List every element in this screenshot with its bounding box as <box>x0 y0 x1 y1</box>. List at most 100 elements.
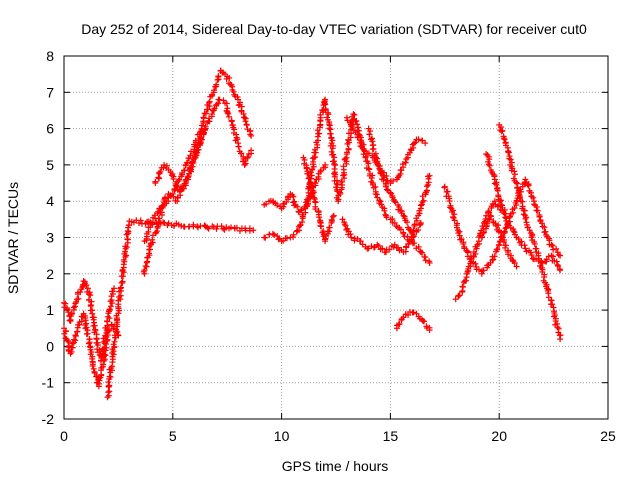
data-point <box>325 111 332 118</box>
data-point <box>522 176 529 183</box>
data-point <box>335 198 342 205</box>
data-point <box>516 195 523 202</box>
data-point <box>395 321 402 328</box>
data-point <box>538 258 545 265</box>
data-point <box>149 236 156 243</box>
data-point <box>213 81 220 88</box>
data-point <box>237 150 244 157</box>
data-point <box>69 340 76 347</box>
data-point <box>368 174 375 181</box>
data-point <box>204 224 211 231</box>
data-point <box>241 114 248 121</box>
data-point <box>353 117 360 124</box>
data-point <box>311 154 318 161</box>
data-point <box>105 379 112 386</box>
data-points <box>61 67 564 401</box>
data-point <box>141 267 148 274</box>
data-point <box>472 260 479 267</box>
data-point <box>458 236 465 243</box>
data-point <box>396 203 403 210</box>
data-point <box>495 222 502 229</box>
data-point <box>208 111 215 118</box>
data-point <box>339 178 346 185</box>
data-point <box>155 174 162 181</box>
data-point <box>197 223 204 230</box>
data-point <box>554 249 561 256</box>
data-point <box>451 211 458 218</box>
y-tick-label: -1 <box>42 375 55 391</box>
data-point <box>410 227 417 234</box>
data-point <box>194 144 201 151</box>
data-point <box>329 213 336 220</box>
data-point <box>501 136 508 143</box>
data-point <box>522 245 529 252</box>
data-point <box>419 249 426 256</box>
data-point <box>528 234 535 241</box>
data-point <box>88 298 95 305</box>
data-point <box>197 140 204 147</box>
data-point <box>365 150 372 157</box>
data-point <box>557 336 564 343</box>
data-point <box>242 118 249 125</box>
data-point <box>306 174 313 181</box>
data-point <box>411 140 418 147</box>
data-point <box>486 156 493 163</box>
grid <box>64 56 608 419</box>
data-point <box>181 180 188 187</box>
data-point <box>83 282 90 289</box>
data-point <box>262 234 269 241</box>
data-point <box>147 220 154 227</box>
data-point <box>511 171 518 178</box>
data-point <box>511 168 518 175</box>
data-point <box>330 151 337 158</box>
data-point <box>411 240 418 247</box>
data-point <box>65 309 72 316</box>
data-point <box>453 224 460 231</box>
data-point <box>485 208 492 215</box>
data-point <box>347 231 354 238</box>
data-point <box>214 76 221 83</box>
data-point <box>92 326 99 333</box>
data-point <box>83 324 90 331</box>
data-point <box>119 278 126 285</box>
data-point <box>422 140 429 147</box>
data-point <box>61 330 68 337</box>
data-point <box>374 241 381 248</box>
data-point <box>535 255 542 262</box>
data-point <box>495 202 502 209</box>
data-point <box>189 159 196 166</box>
data-point <box>456 292 463 299</box>
data-point <box>498 234 505 241</box>
x-tick-label: 10 <box>274 428 290 444</box>
data-point <box>549 301 556 308</box>
data-point <box>235 143 242 150</box>
data-point <box>137 217 144 224</box>
y-tick-label: 6 <box>46 121 54 137</box>
data-point <box>176 176 183 183</box>
data-point <box>536 213 543 220</box>
data-point <box>502 214 509 221</box>
data-point <box>386 246 393 253</box>
data-point <box>498 124 505 131</box>
data-point <box>483 151 490 158</box>
data-point <box>294 203 301 210</box>
data-point <box>491 253 498 260</box>
data-point <box>124 236 131 243</box>
data-point <box>525 182 532 189</box>
data-point <box>111 332 118 339</box>
data-point <box>510 228 517 235</box>
data-point <box>340 172 347 179</box>
data-point <box>200 114 207 121</box>
data-point <box>290 193 297 200</box>
data-point <box>326 224 333 231</box>
data-point <box>504 251 511 258</box>
data-point <box>552 317 559 324</box>
data-point <box>318 223 325 230</box>
data-point <box>528 252 535 259</box>
data-point <box>417 202 424 209</box>
data-point <box>84 330 91 337</box>
data-point <box>493 181 500 188</box>
data-point <box>391 219 398 226</box>
data-point <box>184 174 191 181</box>
data-point <box>269 230 276 237</box>
